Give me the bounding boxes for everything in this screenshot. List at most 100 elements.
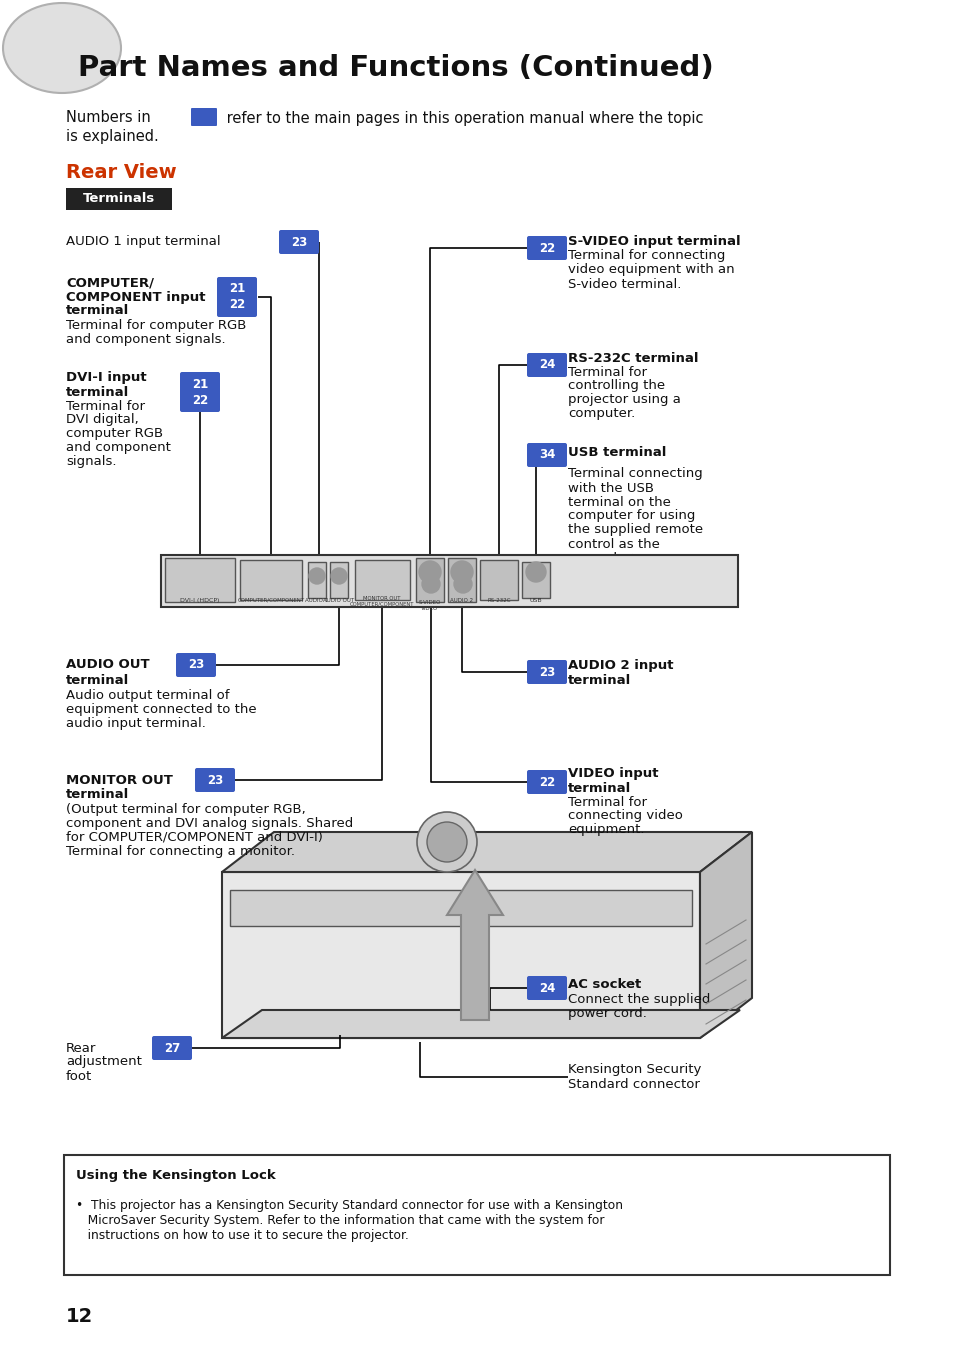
Text: refer to the main pages in this operation manual where the topic: refer to the main pages in this operatio… [222,111,702,126]
Text: 34: 34 [538,449,555,461]
FancyBboxPatch shape [216,293,256,316]
Text: Connect the supplied: Connect the supplied [567,992,710,1006]
Text: S-VIDEO
VIDEO: S-VIDEO VIDEO [418,600,440,611]
Text: 24: 24 [538,358,555,372]
Circle shape [421,575,439,594]
FancyBboxPatch shape [216,277,256,301]
Text: 22: 22 [538,776,555,788]
Text: Rear View: Rear View [66,162,176,181]
Text: is explained.: is explained. [66,130,158,145]
FancyBboxPatch shape [152,1036,192,1060]
Text: AUDIO 2 input: AUDIO 2 input [567,660,673,672]
Text: for COMPUTER/COMPONENT and DVI-I): for COMPUTER/COMPONENT and DVI-I) [66,830,322,844]
Text: RS-232C terminal: RS-232C terminal [567,352,698,365]
Text: COMPONENT input: COMPONENT input [66,291,205,303]
Text: Terminal for connecting a monitor.: Terminal for connecting a monitor. [66,845,294,857]
Text: COMPUTER/COMPONENT: COMPUTER/COMPONENT [237,598,304,603]
FancyBboxPatch shape [526,771,566,794]
Text: Kensington Security: Kensington Security [567,1064,700,1076]
Text: adjustment: adjustment [66,1056,142,1068]
Text: USB terminal: USB terminal [567,446,666,458]
Text: 23: 23 [538,665,555,679]
FancyBboxPatch shape [526,660,566,684]
Circle shape [525,562,545,581]
Text: AUDIO 2: AUDIO 2 [450,598,473,603]
Circle shape [451,561,473,583]
Text: VIDEO input: VIDEO input [567,768,658,780]
Text: 23: 23 [207,773,223,787]
Text: terminal: terminal [567,781,631,795]
FancyBboxPatch shape [180,372,220,396]
FancyBboxPatch shape [526,976,566,1000]
Text: video equipment with an: video equipment with an [567,264,734,277]
Bar [161,556,738,607]
Text: RS-232C: RS-232C [487,598,510,603]
Text: •  This projector has a Kensington Security Standard connector for use with a Ke: • This projector has a Kensington Securi… [76,1199,622,1242]
Bar [330,562,348,598]
Text: 23: 23 [291,235,307,249]
Text: 27: 27 [164,1041,180,1055]
Text: COMPUTER/: COMPUTER/ [66,277,153,289]
Text: audio input terminal.: audio input terminal. [66,717,206,730]
Text: Terminal connecting: Terminal connecting [567,468,702,480]
FancyBboxPatch shape [526,353,566,377]
Text: computer mouse.: computer mouse. [567,552,684,565]
FancyBboxPatch shape [278,230,318,254]
Text: AUDIO 1: AUDIO 1 [305,598,328,603]
Bar [66,188,172,210]
FancyArrow shape [447,869,502,1019]
Text: Terminal for: Terminal for [567,795,646,808]
Text: MONITOR OUT
COMPUTER/COMPONENT: MONITOR OUT COMPUTER/COMPONENT [350,596,414,607]
Text: 12: 12 [66,1306,93,1325]
Text: terminal on the: terminal on the [567,495,670,508]
Circle shape [454,575,472,594]
Text: foot: foot [66,1069,92,1083]
Text: computer RGB: computer RGB [66,427,163,441]
Text: the supplied remote: the supplied remote [567,523,702,537]
Text: Rear: Rear [66,1041,96,1055]
Text: 22: 22 [229,299,245,311]
Text: AUDIO OUT: AUDIO OUT [323,598,355,603]
Text: component and DVI analog signals. Shared: component and DVI analog signals. Shared [66,817,353,830]
Text: equipment connected to the: equipment connected to the [66,703,256,715]
Text: DVI-I (HDCP): DVI-I (HDCP) [180,598,219,603]
FancyBboxPatch shape [194,768,234,792]
Text: AUDIO OUT: AUDIO OUT [66,658,150,672]
Circle shape [427,822,467,863]
Text: and component: and component [66,442,171,454]
Text: 22: 22 [192,393,208,407]
Text: terminal: terminal [66,788,129,802]
Text: Terminal for: Terminal for [66,399,145,412]
Bar [240,560,302,600]
Text: with the USB: with the USB [567,481,654,495]
Text: 21: 21 [192,377,208,391]
Circle shape [416,813,476,872]
Text: Numbers in: Numbers in [66,111,151,126]
Polygon shape [700,831,751,1038]
Bar [448,558,476,602]
Text: controlling the: controlling the [567,380,664,392]
Bar [416,558,443,602]
Bar [64,1155,889,1275]
Text: power cord.: power cord. [567,1006,646,1019]
Circle shape [418,561,440,583]
Bar [308,562,326,598]
Text: terminal: terminal [66,304,129,318]
Text: AUDIO 1 input terminal: AUDIO 1 input terminal [66,235,220,249]
Bar [165,558,234,602]
FancyBboxPatch shape [526,443,566,466]
Text: S-video terminal.: S-video terminal. [567,277,680,291]
Text: Terminals: Terminals [83,192,155,206]
Text: MONITOR OUT: MONITOR OUT [66,773,172,787]
Text: 24: 24 [538,982,555,995]
Bar [479,560,517,600]
FancyBboxPatch shape [180,388,220,412]
Circle shape [309,568,325,584]
Bar [521,562,550,598]
Text: computer.: computer. [567,407,635,420]
FancyBboxPatch shape [526,237,566,260]
Text: terminal: terminal [66,385,129,399]
FancyBboxPatch shape [191,108,216,126]
Text: and component signals.: and component signals. [66,333,226,346]
Text: terminal: terminal [66,673,129,687]
